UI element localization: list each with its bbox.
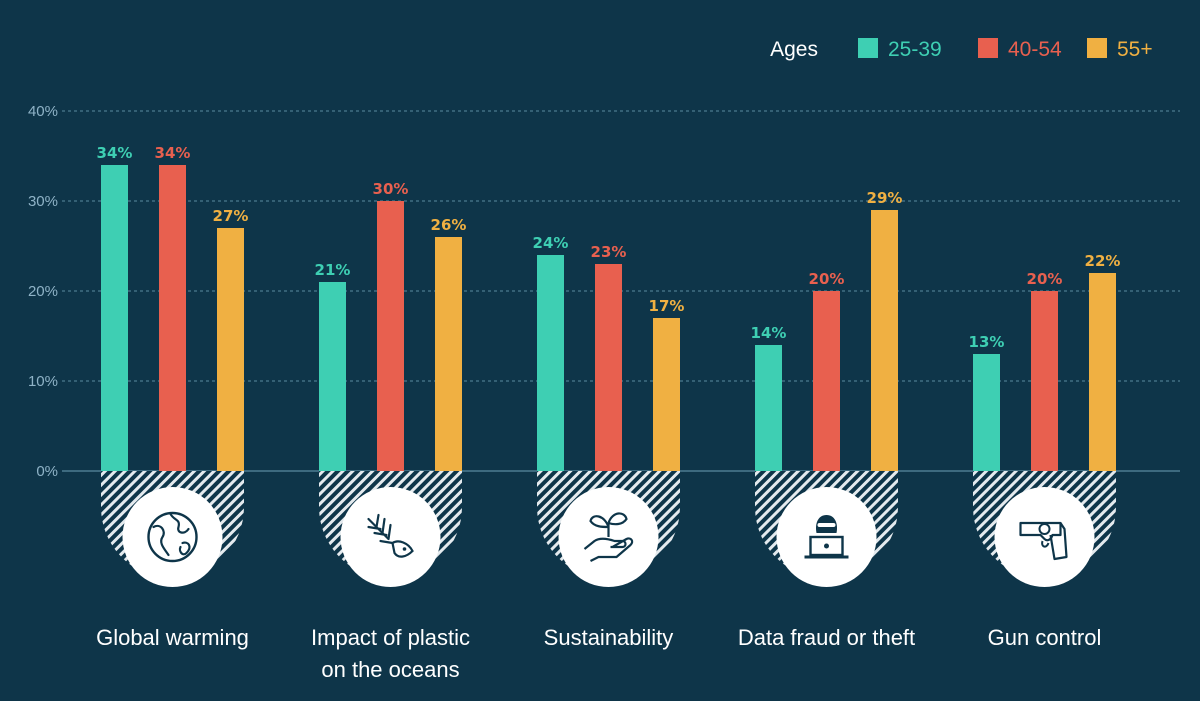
bar xyxy=(1089,273,1116,471)
y-tick-label: 30% xyxy=(28,193,58,210)
legend-label: 40-54 xyxy=(1008,38,1062,61)
data-label: 34% xyxy=(155,144,191,162)
data-label: 14% xyxy=(751,324,787,342)
hacker-laptop-icon xyxy=(804,515,849,559)
data-label: 21% xyxy=(315,261,351,279)
y-tick-label: 20% xyxy=(28,283,58,300)
legend-swatch xyxy=(1087,38,1107,58)
revolver-icon xyxy=(1019,521,1068,561)
y-axis: 0% 10% 20% 30% 40% xyxy=(28,103,58,480)
data-label: 30% xyxy=(373,180,409,198)
globe-icon xyxy=(147,511,198,563)
bar xyxy=(813,291,840,471)
bar xyxy=(653,318,680,471)
data-label: 13% xyxy=(969,333,1005,351)
data-label: 34% xyxy=(97,144,133,162)
bars xyxy=(101,165,1116,471)
category-label: Sustainability xyxy=(544,625,674,650)
data-label: 29% xyxy=(867,189,903,207)
data-label: 27% xyxy=(213,207,249,225)
y-tick-label: 0% xyxy=(36,463,58,480)
legend-title: Ages xyxy=(770,38,818,61)
emblem-circle xyxy=(994,487,1095,587)
data-labels: 34% 34% 27% 21% 30% 26% 24% 23% 17% 14% 20% 29% 13% 2… xyxy=(97,144,1121,351)
category-labels: Global warming Impact of plastic on the oc… xyxy=(96,625,1101,682)
category-emblems xyxy=(101,471,1116,587)
bar xyxy=(159,165,186,471)
legend-swatch xyxy=(978,38,998,58)
bar xyxy=(377,201,404,471)
data-label: 23% xyxy=(591,243,627,261)
data-label: 22% xyxy=(1085,252,1121,270)
legend-label: 25-39 xyxy=(888,38,942,61)
bar xyxy=(973,354,1000,471)
data-label: 17% xyxy=(649,297,685,315)
legend-swatch xyxy=(858,38,878,58)
bar xyxy=(435,237,462,471)
category-label: Global warming xyxy=(96,625,249,650)
data-label: 20% xyxy=(809,270,845,288)
bar xyxy=(319,282,346,471)
category-label: Gun control xyxy=(988,625,1102,650)
y-tick-label: 10% xyxy=(28,373,58,390)
y-tick-label: 40% xyxy=(28,103,58,120)
fish-skeleton-icon xyxy=(367,513,414,558)
category-label: Impact of plastic xyxy=(311,625,470,650)
bar xyxy=(101,165,128,471)
bar xyxy=(755,345,782,471)
data-label: 24% xyxy=(533,234,569,252)
bar xyxy=(1031,291,1058,471)
emblem-circle xyxy=(122,487,223,587)
bar xyxy=(217,228,244,471)
bar xyxy=(595,264,622,471)
bar xyxy=(537,255,564,471)
data-label: 26% xyxy=(431,216,467,234)
plant-in-hand-icon xyxy=(583,512,634,562)
legend: Ages 25-39 40-54 55+ xyxy=(770,38,1153,61)
bar xyxy=(871,210,898,471)
category-label: on the oceans xyxy=(321,657,459,682)
data-label: 20% xyxy=(1027,270,1063,288)
legend-label: 55+ xyxy=(1117,38,1153,61)
category-label: Data fraud or theft xyxy=(738,625,915,650)
emblem-circle xyxy=(340,487,441,587)
